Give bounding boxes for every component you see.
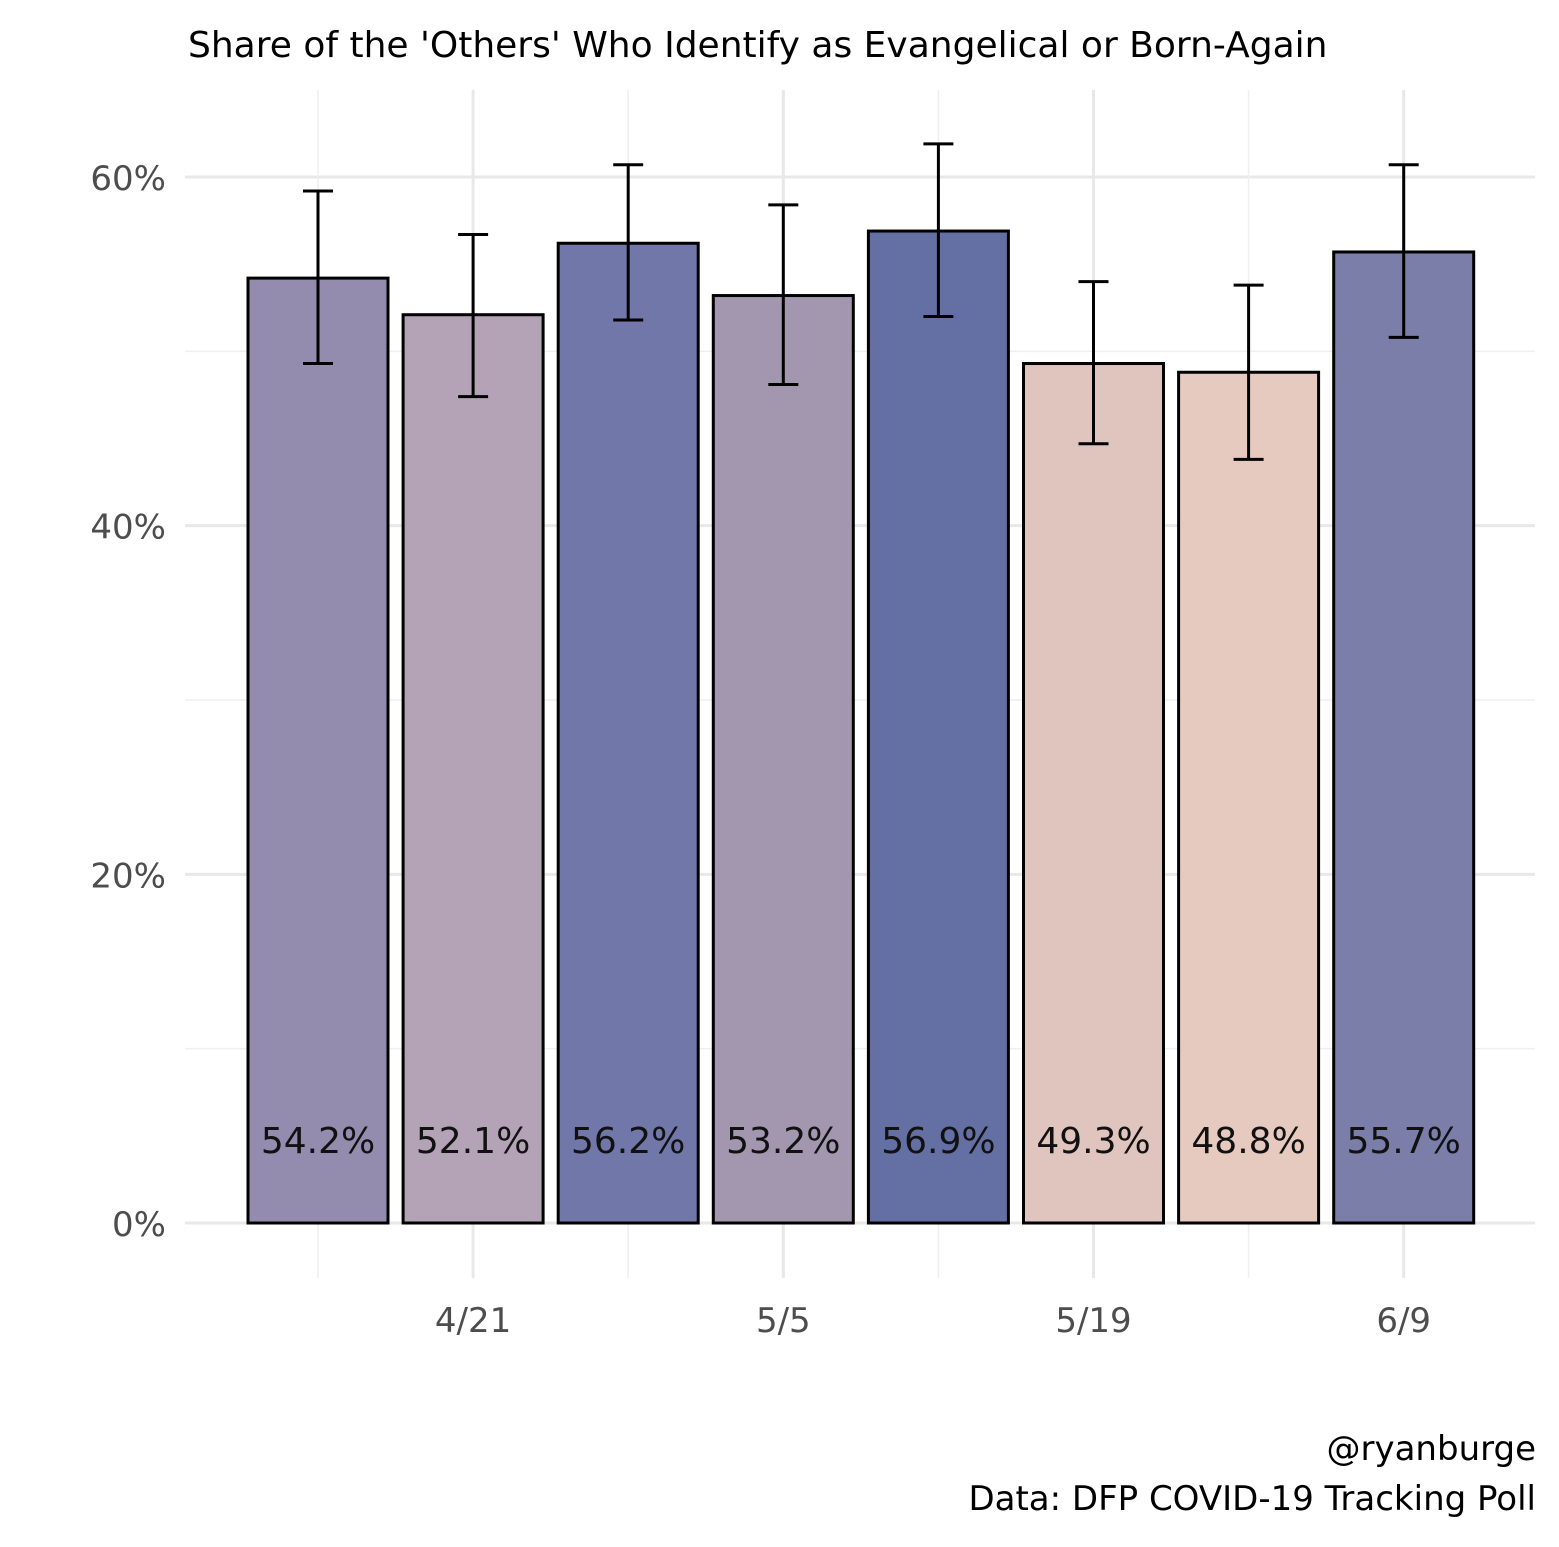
y-tick-label: 20% <box>90 856 166 896</box>
bar <box>246 276 390 1225</box>
value-label: 55.7% <box>1347 1121 1461 1162</box>
value-label: 56.2% <box>571 1121 685 1162</box>
value-label: 54.2% <box>261 1121 375 1162</box>
error-bars <box>303 142 1419 461</box>
value-label: 48.8% <box>1191 1121 1305 1162</box>
y-tick-label: 0% <box>112 1205 166 1245</box>
value-label: 56.9% <box>881 1121 995 1162</box>
bar <box>1177 370 1321 1225</box>
bar <box>401 313 545 1225</box>
bars <box>246 229 1476 1225</box>
value-label: 49.3% <box>1036 1121 1150 1162</box>
caption-author: @ryanburge <box>1327 1429 1537 1469</box>
value-labels: 54.2% 52.1% 56.2% 53.2% 56.9% 49.3% 48.8% 55.7% <box>261 1121 1461 1162</box>
bar <box>556 241 700 1225</box>
caption-source: Data: DFP COVID-19 Tracking Poll <box>968 1479 1536 1519</box>
x-tick-label: 4/21 <box>435 1301 511 1341</box>
value-label: 53.2% <box>726 1121 840 1162</box>
bar <box>711 294 855 1225</box>
x-tick-label: 6/9 <box>1376 1301 1431 1341</box>
x-tick-label: 5/19 <box>1055 1301 1131 1341</box>
bar <box>866 229 1010 1225</box>
value-label: 52.1% <box>416 1121 530 1162</box>
chart-title: Share of the 'Others' Who Identify as Ev… <box>188 25 1327 66</box>
y-tick-label: 40% <box>90 508 166 548</box>
axes: 0% 20% 40% 60% 4/21 5/5 5/19 6/9 <box>90 159 1431 1341</box>
bar <box>1332 250 1476 1225</box>
x-tick-label: 5/5 <box>756 1301 811 1341</box>
bar <box>1022 362 1165 1225</box>
y-tick-label: 60% <box>90 159 166 199</box>
